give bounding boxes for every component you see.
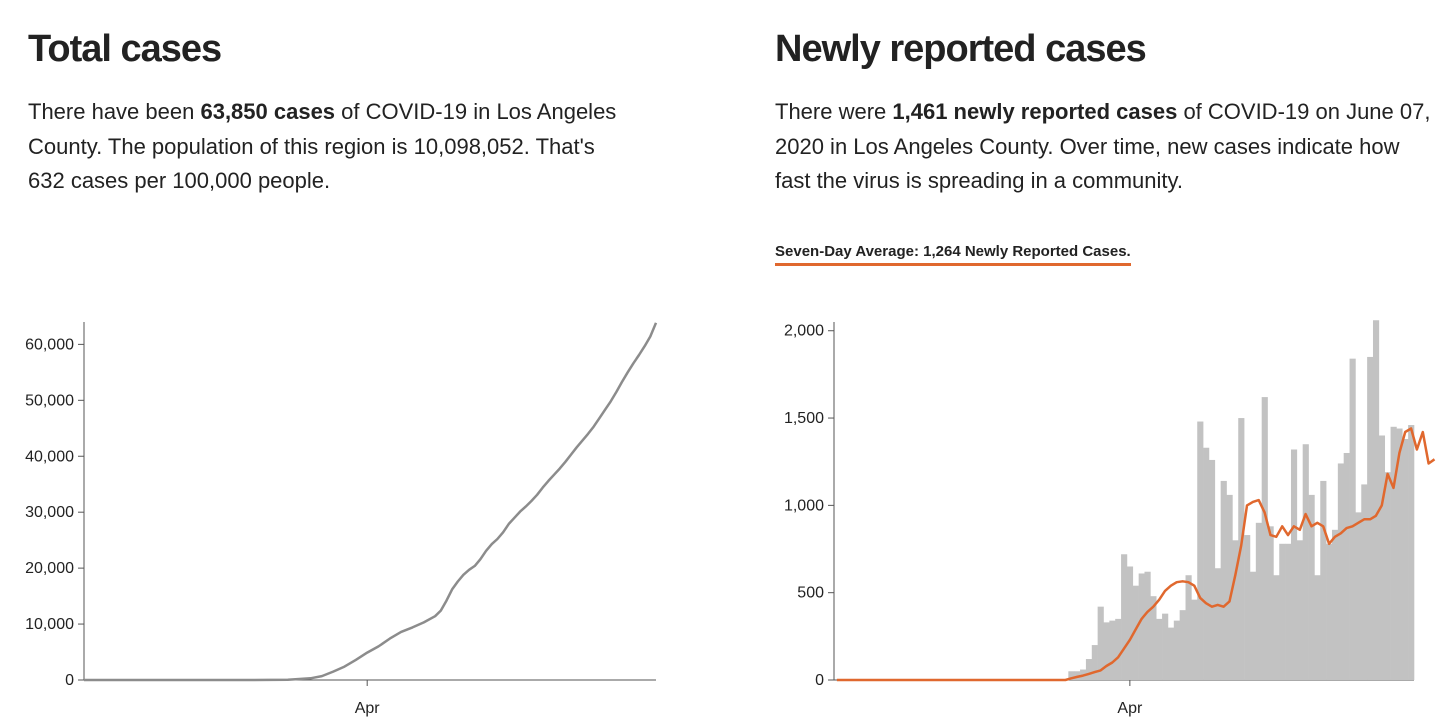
new-cases-bar [1261, 397, 1268, 680]
new-cases-bar [1191, 599, 1198, 680]
total-cases-y-tick-label: 10,000 [25, 616, 74, 633]
new-cases-bar [1220, 480, 1227, 680]
new-cases-bar [1290, 449, 1298, 680]
new-cases-bar [1402, 439, 1409, 680]
new-cases-bar [1173, 620, 1180, 680]
new-cases-bar [1080, 669, 1087, 680]
new-cases-bar [1179, 610, 1186, 680]
new-cases-bar [1320, 480, 1327, 680]
seven-day-average-line [836, 427, 1436, 682]
new-cases-desc-part2: of COVID-19 on June 07, 2020 in Los Ange… [775, 99, 1431, 193]
new-cases-bar [1214, 568, 1221, 680]
total-cases-y-tick-label: 30,000 [25, 504, 74, 521]
new-cases-y-tick-label: 0 [815, 672, 824, 689]
total-cases-count: 63,850 cases [200, 99, 336, 124]
new-cases-bar [1396, 428, 1403, 680]
new-cases-bar [1074, 671, 1081, 680]
new-cases-bar [1326, 543, 1333, 680]
new-cases-bar [1279, 543, 1286, 680]
new-cases-bar [1249, 571, 1257, 680]
total-cases-x-tick-label: Apr [355, 700, 381, 717]
new-cases-bar [1232, 540, 1239, 680]
new-cases-bar [1314, 575, 1321, 680]
new-cases-count: 1,461 newly reported cases [892, 99, 1178, 124]
new-cases-bar [1197, 421, 1204, 680]
new-cases-description: There were 1,461 newly reported cases of… [775, 95, 1435, 199]
new-cases-bar [1378, 435, 1386, 680]
total-cases-y-tick-label: 50,000 [25, 392, 74, 409]
new-cases-bar [1203, 447, 1210, 680]
new-cases-bar [1408, 425, 1415, 680]
new-cases-bar [1273, 575, 1280, 680]
new-cases-bar [1372, 320, 1380, 680]
new-cases-bar [1144, 571, 1151, 680]
seven-day-average-label: Seven-Day Average: 1,264 Newly Reported … [775, 243, 1131, 266]
new-cases-y-tick-label: 1,500 [784, 410, 824, 427]
new-cases-bar [1167, 627, 1175, 680]
new-cases-bar [1121, 554, 1128, 680]
new-cases-y-tick-label: 500 [797, 585, 824, 602]
new-cases-bar [1337, 463, 1344, 680]
new-cases-bar [1226, 494, 1233, 680]
new-cases-bar [1255, 522, 1262, 680]
new-cases-bar [1138, 573, 1145, 680]
new-cases-bar [1162, 613, 1169, 680]
new-cases-bar [1150, 596, 1157, 680]
new-cases-bar [1308, 494, 1315, 680]
total-cases-desc-part2: of COVID-19 in Los Angeles County. The p… [28, 99, 617, 193]
new-cases-title: Newly reported cases [775, 28, 1147, 70]
total-cases-y-tick-label: 0 [65, 672, 74, 689]
total-cases-y-tick-label: 40,000 [25, 448, 74, 465]
new-cases-bar [1238, 418, 1245, 680]
new-cases-bar [1367, 356, 1374, 680]
new-cases-bar [1091, 645, 1098, 680]
new-cases-bar [1156, 618, 1163, 680]
new-cases-bar [1126, 566, 1134, 680]
new-cases-bar [1355, 512, 1362, 680]
new-cases-bar [1097, 606, 1104, 680]
new-cases-bar [1244, 535, 1251, 680]
new-cases-bar [1390, 426, 1397, 680]
new-cases-bar [1285, 543, 1292, 680]
new-cases-y-tick-label: 1,000 [784, 497, 824, 514]
new-cases-bar [1267, 526, 1274, 680]
new-cases-bar [1361, 484, 1368, 680]
new-cases-bar [1343, 452, 1350, 680]
new-cases-bar [1109, 620, 1116, 680]
new-cases-bar [1085, 659, 1093, 680]
total-cases-title: Total cases [28, 28, 222, 70]
new-cases-bar [1103, 622, 1110, 680]
total-cases-line [84, 322, 658, 682]
new-cases-bar [1331, 529, 1339, 680]
new-cases-desc-part1: There were [775, 99, 893, 124]
total-cases-y-tick-label: 20,000 [25, 560, 74, 577]
new-cases-bar [1296, 540, 1303, 680]
new-cases-bar [1208, 459, 1216, 680]
new-cases-bar [1384, 472, 1391, 680]
total-cases-description: There have been 63,850 cases of COVID-19… [28, 95, 628, 199]
total-cases-y-tick-label: 60,000 [25, 336, 74, 353]
total-cases-desc-part1: There have been [28, 99, 201, 124]
new-cases-bar [1132, 585, 1139, 680]
new-cases-y-tick-label: 2,000 [784, 323, 824, 340]
new-cases-bar [1115, 618, 1122, 680]
new-cases-bar [1302, 444, 1309, 680]
new-cases-bar [1185, 575, 1192, 680]
new-cases-x-tick-label: Apr [1117, 700, 1143, 717]
new-cases-bar [1068, 671, 1075, 680]
new-cases-bar [1349, 358, 1356, 680]
